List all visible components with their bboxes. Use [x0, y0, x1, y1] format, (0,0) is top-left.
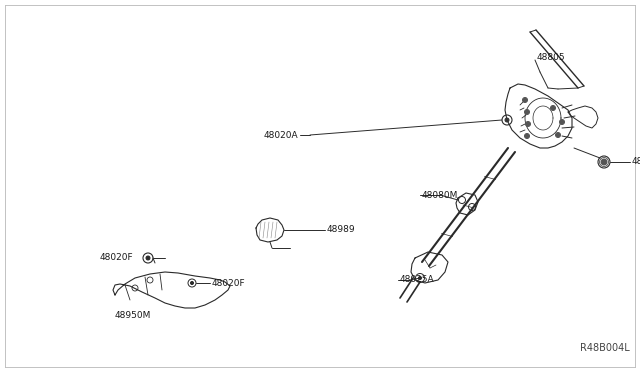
Text: 48020F: 48020F — [212, 279, 246, 288]
Text: 48805: 48805 — [537, 54, 566, 62]
Text: 48025A: 48025A — [400, 276, 435, 285]
Circle shape — [522, 97, 527, 103]
Text: 48020B: 48020B — [632, 157, 640, 167]
Circle shape — [419, 276, 422, 279]
Circle shape — [525, 109, 529, 115]
Text: 48020F: 48020F — [100, 253, 134, 263]
Text: 48080M: 48080M — [422, 190, 458, 199]
Text: 48020A: 48020A — [264, 131, 298, 140]
Text: 48950M: 48950M — [115, 311, 152, 320]
Circle shape — [505, 118, 509, 122]
Circle shape — [550, 106, 556, 110]
Circle shape — [525, 134, 529, 138]
Text: 48989: 48989 — [327, 225, 356, 234]
Circle shape — [191, 282, 193, 285]
Text: R48B004L: R48B004L — [580, 343, 630, 353]
Circle shape — [556, 132, 561, 138]
Circle shape — [146, 256, 150, 260]
Circle shape — [601, 159, 607, 165]
Circle shape — [525, 122, 531, 126]
Circle shape — [559, 119, 564, 125]
